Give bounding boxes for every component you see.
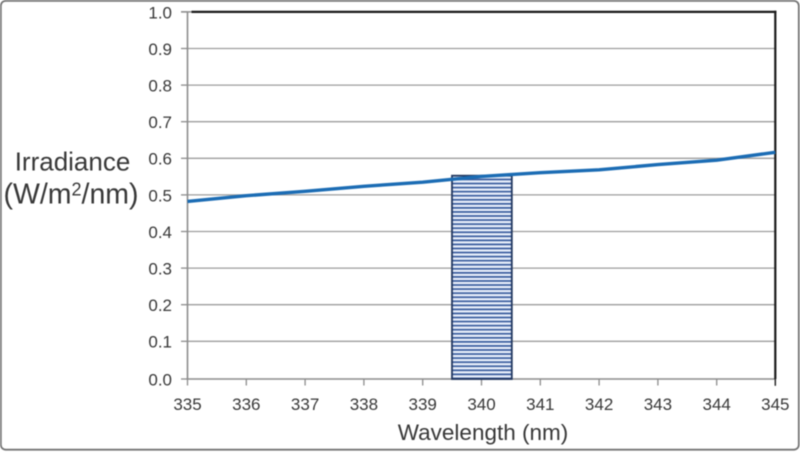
svg-text:Wavelength (nm): Wavelength (nm) xyxy=(398,420,568,445)
svg-text:0.3: 0.3 xyxy=(148,260,172,279)
svg-text:Irradiance: Irradiance xyxy=(15,147,131,177)
svg-text:339: 339 xyxy=(409,395,437,414)
svg-text:342: 342 xyxy=(585,395,613,414)
svg-text:0.5: 0.5 xyxy=(148,186,172,205)
svg-text:0.9: 0.9 xyxy=(148,40,172,59)
svg-text:337: 337 xyxy=(291,395,319,414)
svg-text:345: 345 xyxy=(761,395,789,414)
svg-text:0.7: 0.7 xyxy=(148,113,172,132)
svg-text:0.0: 0.0 xyxy=(148,370,172,389)
svg-text:344: 344 xyxy=(703,395,731,414)
svg-text:0.8: 0.8 xyxy=(148,77,172,96)
svg-text:338: 338 xyxy=(350,395,378,414)
svg-text:341: 341 xyxy=(526,395,554,414)
svg-text:335: 335 xyxy=(173,395,201,414)
svg-text:0.4: 0.4 xyxy=(148,223,172,242)
svg-text:343: 343 xyxy=(644,395,672,414)
svg-text:340: 340 xyxy=(467,395,495,414)
svg-text:0.6: 0.6 xyxy=(148,150,172,169)
svg-text:0.2: 0.2 xyxy=(148,296,172,315)
svg-text:336: 336 xyxy=(232,395,260,414)
svg-text:1.0: 1.0 xyxy=(148,3,172,22)
svg-text:0.1: 0.1 xyxy=(148,333,172,352)
svg-text:(W/m2/nm): (W/m2/nm) xyxy=(3,179,138,211)
